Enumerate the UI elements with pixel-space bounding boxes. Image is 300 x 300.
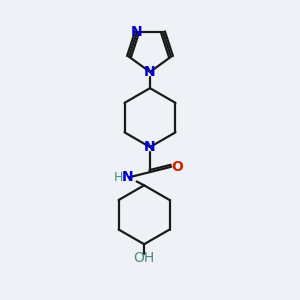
Text: O: O: [172, 160, 184, 174]
Text: N: N: [122, 170, 134, 184]
Text: N: N: [144, 140, 156, 154]
Text: OH: OH: [134, 251, 155, 266]
Text: H: H: [114, 171, 123, 184]
Text: N: N: [144, 65, 156, 79]
Text: N: N: [131, 25, 143, 39]
